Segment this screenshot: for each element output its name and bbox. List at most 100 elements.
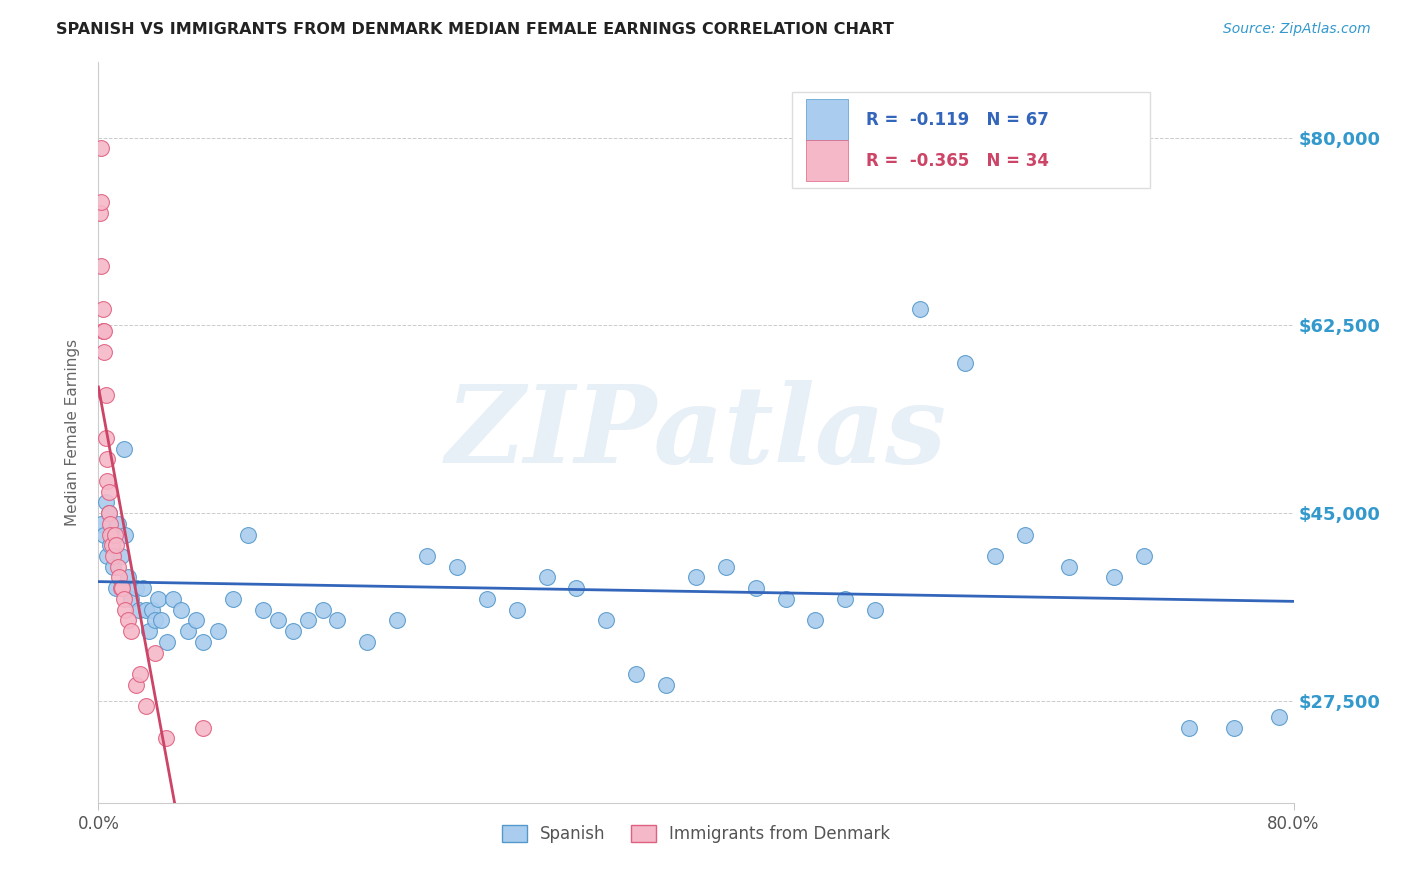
- Bar: [806, 99, 848, 140]
- Y-axis label: Median Female Earnings: Median Female Earnings: [65, 339, 80, 526]
- Point: [281, 624, 304, 639]
- FancyBboxPatch shape: [792, 92, 1150, 188]
- Text: ZIPatlas: ZIPatlas: [446, 380, 946, 485]
- Text: R =  -0.365   N = 34: R = -0.365 N = 34: [866, 152, 1049, 169]
- Point: [655, 678, 678, 692]
- Point: [506, 602, 529, 616]
- Point: [685, 570, 707, 584]
- Point: [745, 581, 768, 595]
- Point: [1133, 549, 1156, 563]
- Point: [96, 474, 118, 488]
- Point: [356, 635, 378, 649]
- Point: [105, 538, 128, 552]
- Point: [416, 549, 439, 563]
- Point: [953, 356, 976, 370]
- Point: [1014, 527, 1036, 541]
- Point: [111, 581, 134, 595]
- Point: [1178, 721, 1201, 735]
- Point: [117, 570, 139, 584]
- Point: [90, 516, 112, 531]
- Point: [267, 614, 290, 628]
- Point: [148, 591, 170, 606]
- Point: [626, 667, 648, 681]
- Point: [91, 324, 114, 338]
- Point: [908, 302, 931, 317]
- Point: [1104, 570, 1126, 584]
- Point: [834, 591, 856, 606]
- Point: [475, 591, 498, 606]
- Point: [96, 452, 118, 467]
- Point: [97, 506, 120, 520]
- Point: [311, 602, 333, 616]
- Point: [98, 527, 122, 541]
- Point: [143, 646, 166, 660]
- Point: [94, 388, 117, 402]
- Point: [128, 602, 150, 616]
- Point: [169, 602, 191, 616]
- Point: [565, 581, 588, 595]
- Point: [385, 614, 409, 628]
- Point: [93, 527, 115, 541]
- Point: [207, 624, 229, 639]
- Point: [297, 614, 319, 628]
- Point: [120, 591, 142, 606]
- Point: [104, 527, 127, 541]
- Point: [135, 699, 157, 714]
- Point: [536, 570, 558, 584]
- Point: [114, 602, 136, 616]
- Text: R =  -0.119   N = 67: R = -0.119 N = 67: [866, 111, 1049, 128]
- Point: [90, 141, 112, 155]
- Point: [98, 538, 122, 552]
- Point: [236, 527, 259, 541]
- Point: [93, 324, 115, 338]
- Point: [775, 591, 797, 606]
- Point: [222, 591, 245, 606]
- Point: [326, 614, 349, 628]
- Point: [107, 559, 129, 574]
- Point: [135, 602, 157, 616]
- Point: [804, 614, 827, 628]
- Legend: Spanish, Immigrants from Denmark: Spanish, Immigrants from Denmark: [495, 819, 897, 850]
- Point: [110, 581, 132, 595]
- Point: [94, 495, 117, 509]
- Point: [191, 635, 214, 649]
- Point: [108, 570, 131, 584]
- Point: [112, 442, 135, 456]
- Point: [184, 614, 207, 628]
- Point: [103, 559, 125, 574]
- Text: SPANISH VS IMMIGRANTS FROM DENMARK MEDIAN FEMALE EARNINGS CORRELATION CHART: SPANISH VS IMMIGRANTS FROM DENMARK MEDIA…: [56, 22, 894, 37]
- Point: [156, 635, 179, 649]
- Bar: [806, 140, 848, 181]
- Point: [110, 549, 132, 563]
- Point: [94, 431, 117, 445]
- Point: [112, 591, 135, 606]
- Point: [125, 678, 148, 692]
- Point: [132, 581, 155, 595]
- Point: [90, 194, 112, 209]
- Point: [252, 602, 274, 616]
- Point: [177, 624, 200, 639]
- Point: [143, 614, 166, 628]
- Point: [98, 516, 122, 531]
- Point: [96, 549, 118, 563]
- Point: [117, 614, 139, 628]
- Point: [120, 624, 142, 639]
- Point: [107, 516, 129, 531]
- Point: [138, 624, 160, 639]
- Point: [90, 260, 112, 274]
- Point: [1267, 710, 1289, 724]
- Point: [714, 559, 737, 574]
- Point: [1059, 559, 1081, 574]
- Point: [446, 559, 468, 574]
- Point: [155, 731, 177, 746]
- Point: [89, 205, 111, 219]
- Point: [1223, 721, 1246, 735]
- Point: [162, 591, 184, 606]
- Point: [865, 602, 887, 616]
- Point: [984, 549, 1007, 563]
- Point: [105, 581, 128, 595]
- Point: [125, 581, 148, 595]
- Point: [101, 527, 124, 541]
- Point: [114, 527, 136, 541]
- Point: [191, 721, 214, 735]
